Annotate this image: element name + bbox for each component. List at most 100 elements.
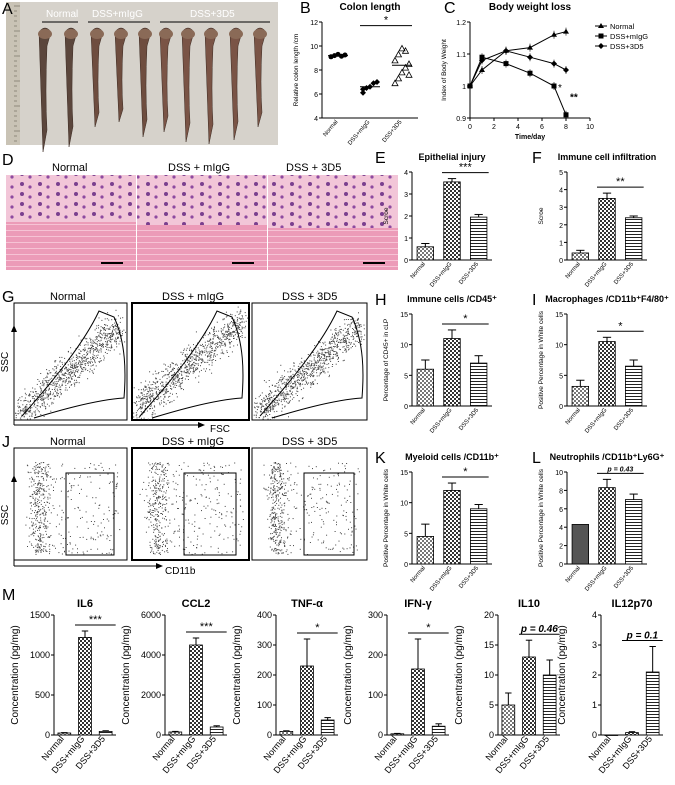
flow-event: [234, 322, 236, 324]
flow-event: [211, 362, 213, 364]
flow-event: [307, 363, 309, 365]
flow-event: [125, 331, 126, 333]
flow-event: [277, 507, 279, 509]
flow-event: [71, 485, 73, 487]
flow-event: [155, 542, 157, 544]
flow-event: [155, 543, 157, 545]
flow-event: [52, 402, 54, 404]
flow-event: [348, 339, 350, 341]
flow-event: [172, 382, 174, 384]
flow-event: [116, 343, 117, 345]
category-label: DSS+mIgG: [429, 407, 453, 434]
flow-event: [18, 398, 20, 400]
data-point: [391, 79, 399, 87]
flow-event: [154, 508, 155, 510]
flow-event: [34, 483, 36, 484]
flow-event: [287, 470, 289, 472]
flow-event: [87, 357, 89, 359]
flow-event: [327, 348, 329, 350]
flow-event: [154, 540, 156, 542]
flow-event: [107, 536, 109, 538]
flow-event: [66, 370, 68, 372]
flow-event: [164, 401, 166, 403]
flow-event: [28, 411, 30, 413]
chart-title: IL12p70: [612, 598, 653, 610]
flow-event: [90, 548, 92, 550]
flow-event: [142, 488, 143, 490]
flow-event: [210, 536, 212, 538]
flow-event: [280, 476, 282, 478]
flow-event: [145, 531, 147, 533]
flow-event: [104, 337, 106, 339]
y-tick-label: 100: [257, 700, 272, 710]
flow-event: [325, 500, 327, 502]
flow-event: [161, 498, 163, 500]
flow-event: [193, 369, 194, 371]
flow-event: [285, 529, 287, 531]
flow-event: [39, 467, 40, 469]
flow-event: [360, 331, 362, 333]
flow-event: [116, 346, 118, 348]
flow-event: [161, 470, 163, 472]
flow-event: [19, 417, 21, 419]
flow-event: [200, 351, 202, 353]
flow-event: [194, 525, 196, 527]
flow-event: [238, 313, 240, 315]
chart-title: Body weight loss: [489, 2, 572, 13]
flow-event: [261, 411, 262, 413]
flow-event: [276, 383, 278, 384]
flow-event: [351, 527, 353, 529]
flow-event: [233, 508, 234, 510]
flow-event: [272, 496, 274, 498]
flow-event: [153, 529, 155, 531]
flow-event: [155, 373, 157, 375]
flow-event: [281, 516, 283, 518]
flow-event: [65, 380, 67, 382]
flow-event: [56, 514, 58, 516]
flow-event: [172, 367, 174, 369]
flow-event: [300, 373, 302, 375]
flow-event: [347, 319, 349, 320]
flow-event: [31, 485, 33, 487]
flow-event: [25, 409, 27, 411]
flow-event: [306, 382, 308, 384]
flow-event: [319, 355, 320, 357]
flow-event: [339, 484, 340, 486]
flow-event: [158, 534, 159, 536]
flow-event: [289, 390, 291, 392]
flow-event: [177, 508, 179, 509]
flow-event: [336, 352, 338, 354]
flow-event: [36, 489, 38, 491]
flow-event: [165, 467, 166, 468]
flow-event: [161, 533, 163, 535]
flow-event: [68, 372, 70, 374]
flow-event: [94, 521, 96, 523]
flow-event: [36, 514, 38, 515]
flow-event: [301, 398, 303, 400]
flow-event: [300, 538, 302, 540]
flow-event: [34, 399, 36, 401]
flow-event: [221, 349, 223, 351]
flow-event: [145, 488, 147, 490]
flow-event: [293, 378, 295, 380]
flow-event: [56, 372, 58, 374]
flow-event: [26, 405, 28, 407]
flow-event: [268, 393, 270, 394]
flow-event: [320, 358, 321, 360]
flow-event: [361, 338, 362, 340]
flow-event: [327, 350, 329, 352]
flow-event: [304, 368, 306, 370]
flow-event: [153, 464, 155, 466]
flow-event: [141, 397, 143, 399]
y-tick-label: 2: [404, 214, 408, 221]
flow-event: [68, 381, 69, 383]
flow-event: [358, 331, 360, 332]
flow-event: [136, 397, 138, 399]
flow-event: [218, 330, 220, 332]
flow-event: [293, 506, 295, 508]
flow-event: [237, 336, 239, 338]
category-label: DSS+3D5: [458, 565, 480, 590]
flow-event: [96, 341, 98, 343]
